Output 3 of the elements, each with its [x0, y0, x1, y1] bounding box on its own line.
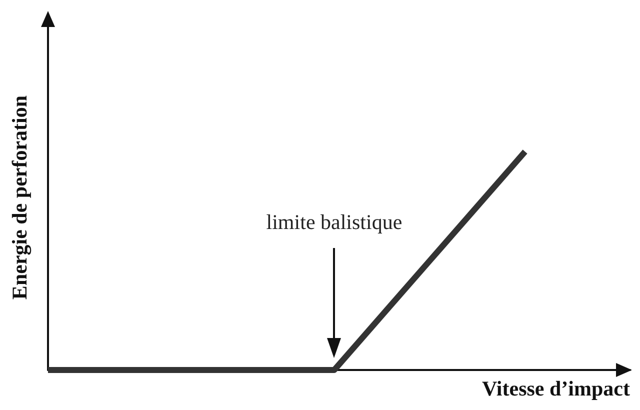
y-axis-title: Energie de perforation [8, 95, 32, 300]
x-axis-title: Vitesse d’impact [482, 376, 630, 400]
annotation: limite balistique [266, 210, 402, 235]
